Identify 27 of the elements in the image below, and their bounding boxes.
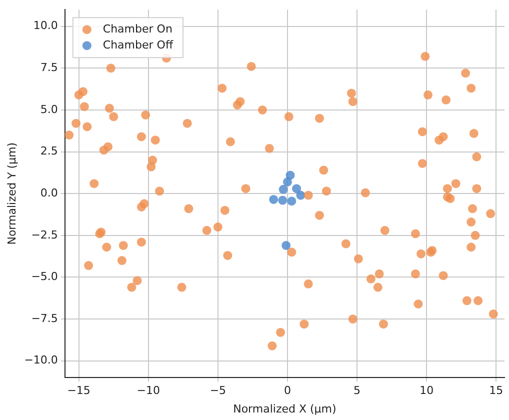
point [292,184,302,194]
legend-label: Chamber Off [102,38,174,52]
x-tick-label: 5 [354,384,361,398]
x-axis-title: Normalized X (µm) [233,402,336,416]
y-tick-label: −10.0 [24,354,58,367]
x-tick-label: 10 [420,384,434,398]
point [278,196,288,205]
x-tick-label: −5 [210,384,226,398]
point [286,170,295,180]
x-tick-label: −15 [67,384,90,398]
y-axis-title: Normalized Y (µm) [5,142,18,245]
point [287,196,296,206]
x-tick-label: 15 [489,384,504,398]
y-tick-label: 2.5 [40,144,58,158]
x-tick-label: 0 [284,384,291,398]
point [282,240,291,250]
y-tick-label: 7.5 [40,61,58,74]
y-tick-label: 0.0 [40,186,58,200]
y-tick-label: 5.0 [40,102,58,116]
y-tick-label: −7.5 [31,312,58,325]
point [269,194,278,204]
y-tick-label: 10.0 [33,19,58,32]
x-tick-label: −10 [136,384,160,398]
legend-label: Chamber On [102,22,172,36]
point [278,184,288,194]
y-tick-label: −5.0 [31,270,58,284]
y-tick-label: −2.5 [31,228,58,242]
